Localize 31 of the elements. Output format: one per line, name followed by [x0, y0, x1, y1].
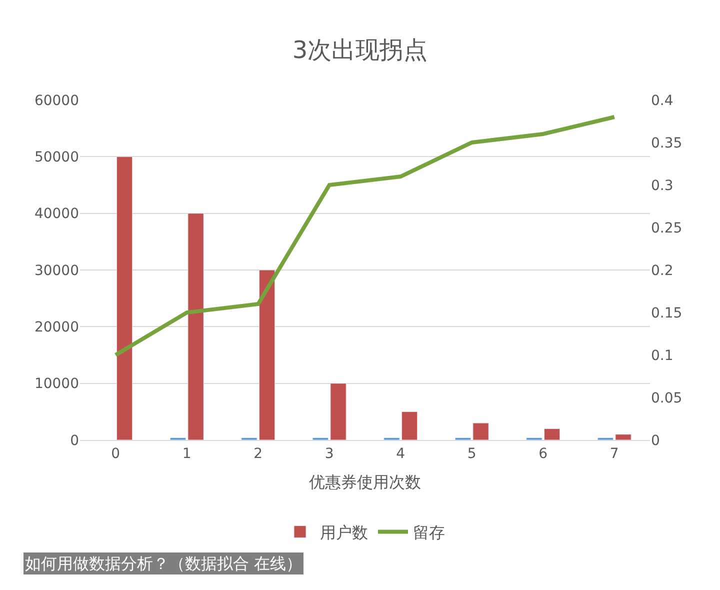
y2-tick-label: 0.35: [651, 135, 682, 152]
x-tick-label: 6: [538, 446, 548, 462]
y2-tick-label: 0.15: [651, 305, 682, 322]
x-tick-label: 3: [324, 446, 334, 462]
y2-tick-label: 0.2: [651, 262, 674, 279]
x-tick-label: 2: [254, 446, 263, 462]
y-tick-label: 0: [70, 432, 79, 449]
legend-label: 用户数: [320, 522, 368, 542]
y-tick-label: 50000: [34, 150, 79, 166]
y-tick-label: 60000: [34, 92, 79, 109]
y-tick-label: 40000: [34, 206, 79, 222]
y2-tick-label: 0.3: [651, 178, 674, 194]
y2-tick-label: 0: [651, 432, 660, 449]
chart-title: 3次出现拐点: [292, 36, 428, 64]
x-tick-label: 1: [182, 446, 192, 462]
y-tick-label: 30000: [34, 262, 79, 279]
x-axis-title: 优惠券使用次数: [309, 472, 421, 492]
y-tick-label: 10000: [34, 376, 79, 392]
y2-tick-label: 0.25: [651, 220, 682, 236]
y2-tick-label: 0.05: [651, 390, 682, 406]
y2-tick-label: 0.1: [651, 348, 674, 364]
line-series: [114, 115, 616, 357]
x-tick-label: 5: [467, 446, 476, 462]
y-tick-label: 20000: [34, 320, 79, 336]
text: 如何用做数据分析？（数据拟合 在线）: [25, 554, 302, 573]
x-tick-label: 7: [610, 446, 619, 462]
x-tick-label: 4: [396, 446, 406, 462]
legend-label: 留存: [413, 522, 445, 542]
y2-tick-label: 0.4: [651, 92, 674, 109]
bar: [116, 156, 133, 440]
x-tick-label: 0: [111, 446, 120, 462]
